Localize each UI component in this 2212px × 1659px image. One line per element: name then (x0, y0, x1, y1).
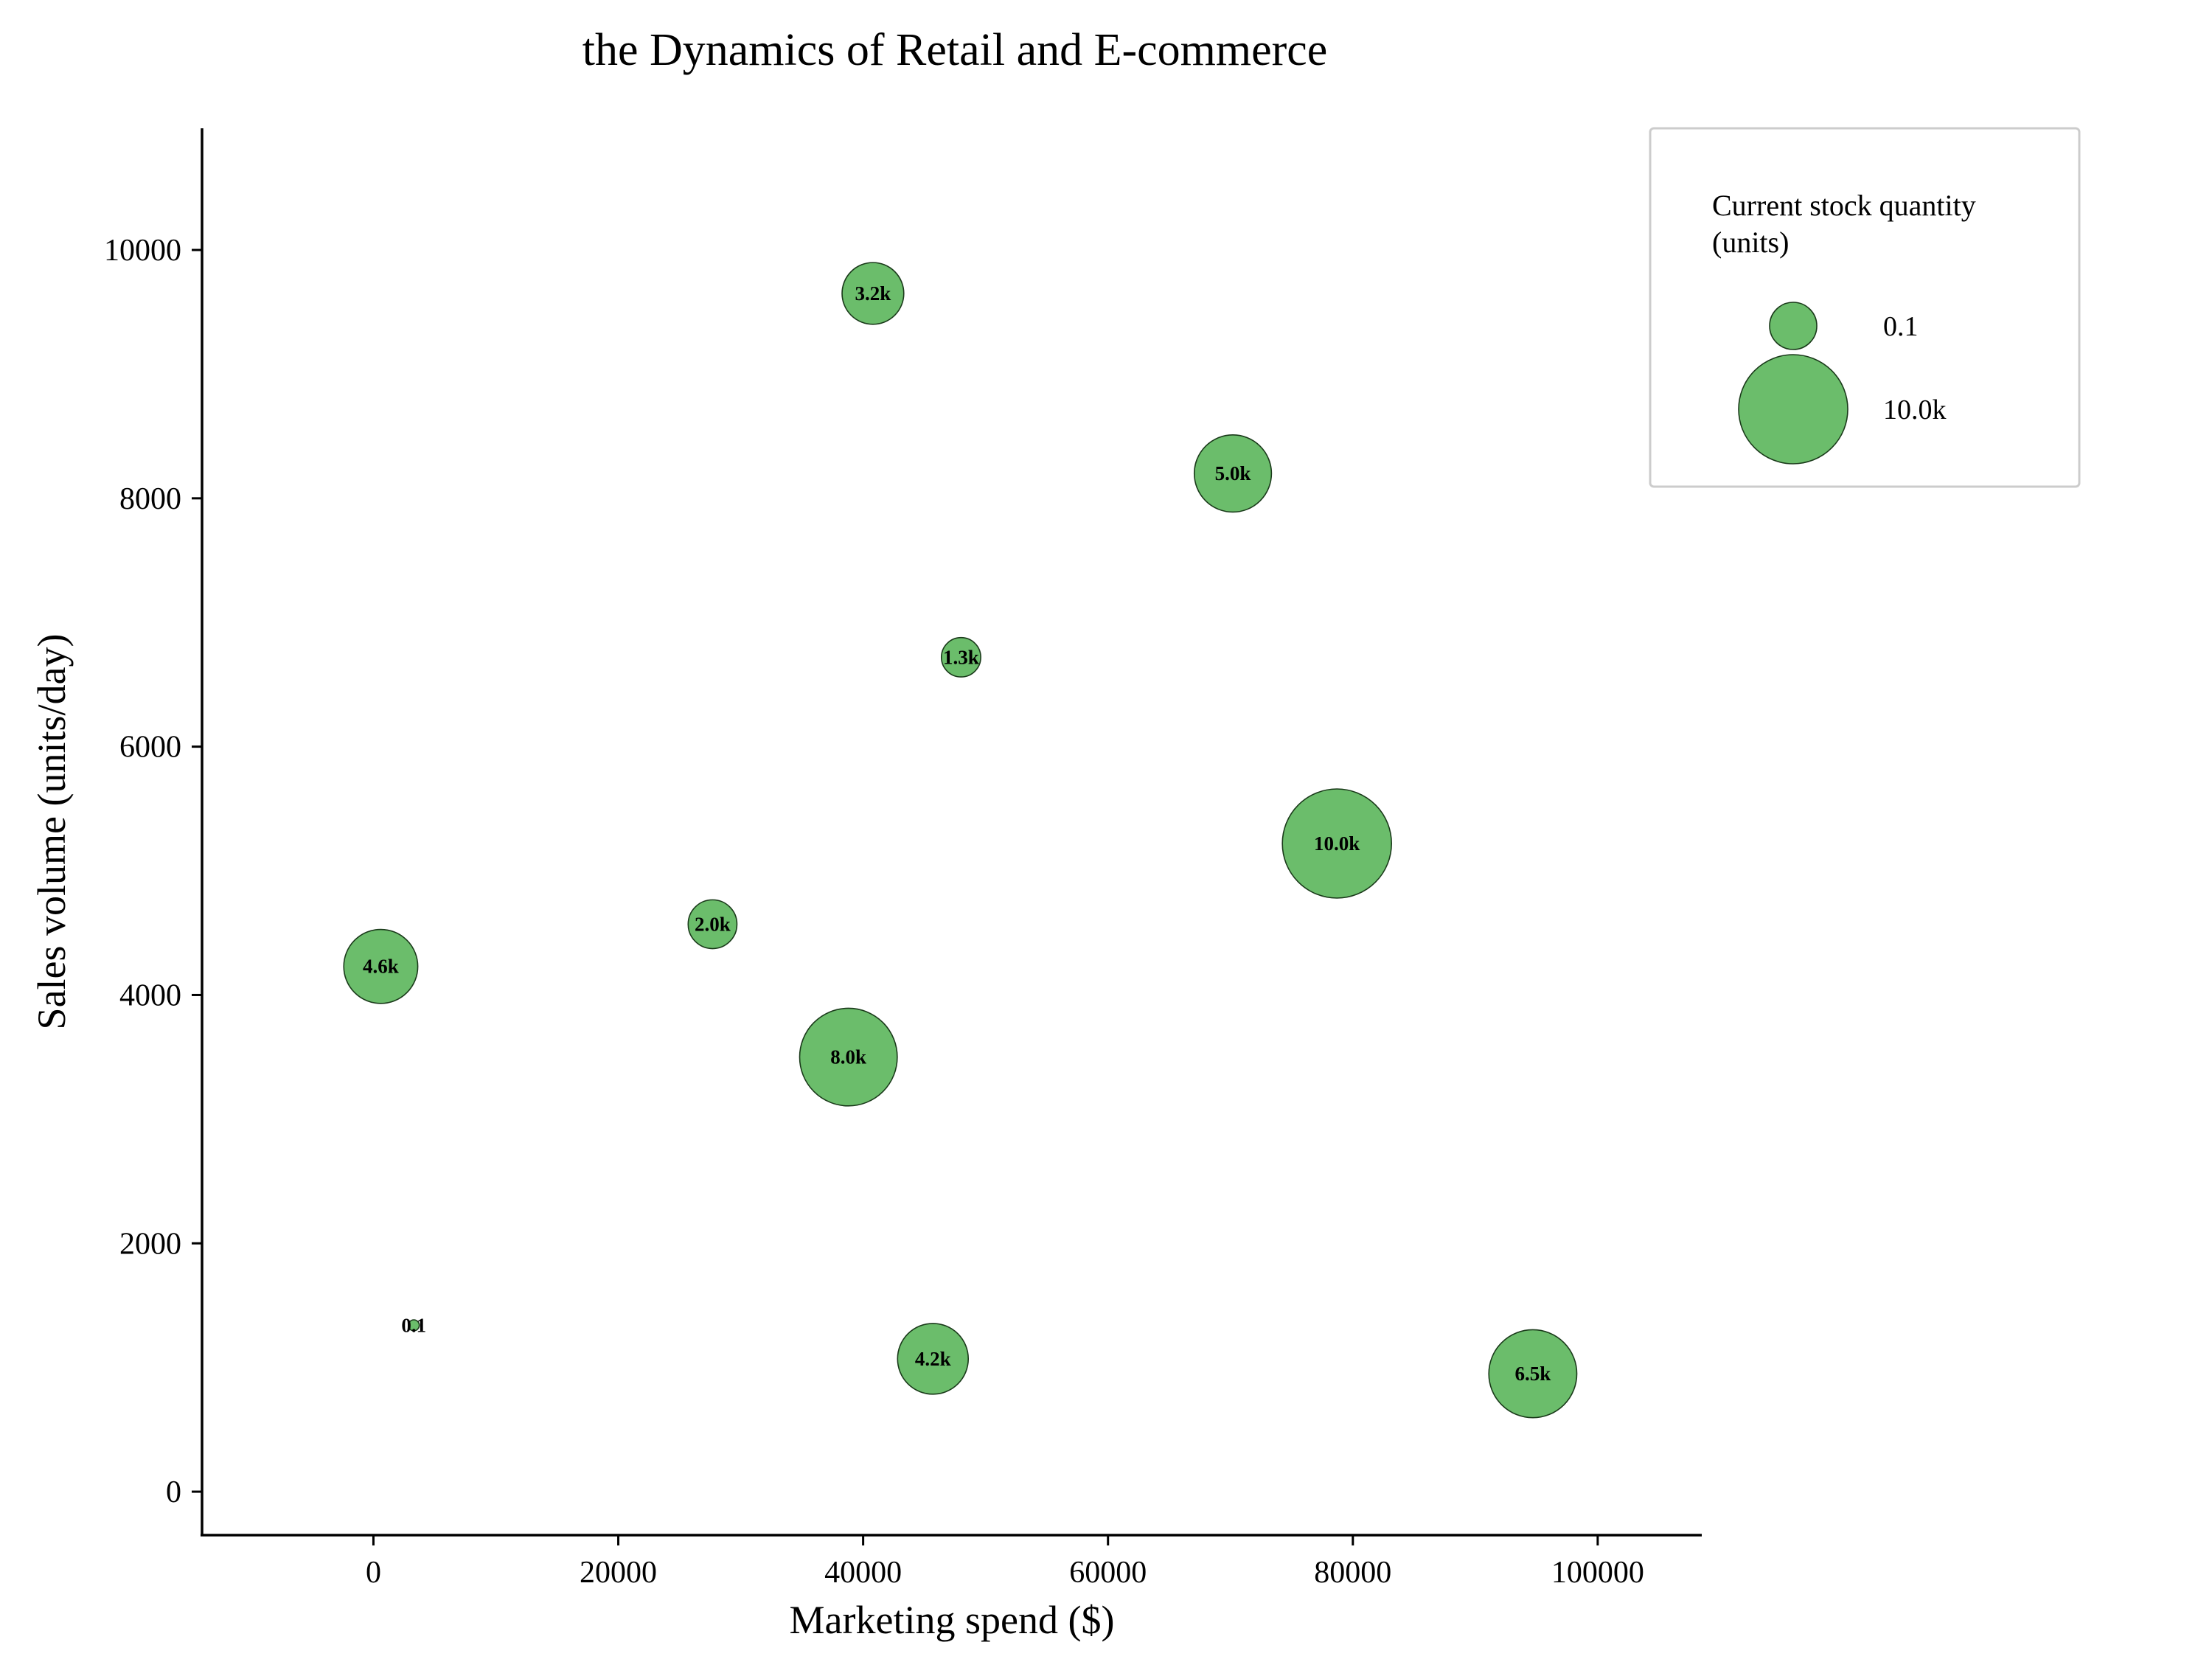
legend-title-line1: Current stock quantity (1712, 189, 1976, 222)
x-axis-label: Marketing spend ($) (790, 1598, 1115, 1642)
bubble-label: 4.2k (915, 1348, 951, 1370)
x-tick-label: 60000 (1069, 1556, 1147, 1590)
x-tick-label: 80000 (1314, 1556, 1391, 1590)
y-tick-label: 4000 (119, 978, 181, 1012)
bubble (687, 899, 738, 950)
bubble (940, 636, 981, 678)
bubble-label: 2.0k (695, 913, 731, 935)
legend-title-line2: (units) (1712, 226, 1789, 259)
bubble (408, 1319, 420, 1332)
x-tick-label: 20000 (580, 1556, 657, 1590)
y-axis-ticks: 0 2000 4000 6000 8000 10000 (104, 234, 202, 1509)
legend-entries: 0.1 10.0k (1738, 302, 1947, 465)
bubble (343, 928, 419, 1004)
y-tick-label: 6000 (119, 731, 181, 765)
bubble-label: 5.0k (1215, 462, 1251, 484)
x-tick-label: 100000 (1551, 1556, 1644, 1590)
bubble-label: 6.5k (1514, 1363, 1551, 1385)
bubble (841, 262, 905, 325)
y-tick-label: 2000 (119, 1227, 181, 1261)
y-tick-label: 8000 (119, 482, 181, 516)
bubble-label: 8.0k (830, 1046, 866, 1068)
bubble-label: 3.2k (855, 282, 891, 305)
bubble (897, 1323, 970, 1395)
x-axis-ticks: 0 20000 40000 60000 80000 100000 (366, 1535, 1644, 1590)
bubble (1193, 434, 1273, 513)
chart-title: the Dynamics of Retail and E-commerce (582, 25, 1328, 75)
y-axis-label: Sales volume (units/day) (29, 634, 74, 1030)
legend-entry-label: 0.1 (1883, 311, 1919, 342)
legend-bubble (1738, 354, 1848, 465)
legend-box (1649, 127, 2081, 488)
x-tick-label: 40000 (824, 1556, 902, 1590)
bubble-label: 1.3k (943, 646, 979, 668)
legend-entry-label: 10.0k (1883, 394, 1947, 425)
bubble (1488, 1329, 1578, 1419)
x-tick-label: 0 (366, 1556, 381, 1590)
bubble-label: 4.6k (363, 956, 399, 978)
bubble (799, 1007, 898, 1107)
bubble (1281, 788, 1392, 899)
bubbles-layer: 3.2k 5.0k 1.3k 10.0k 2.0k 4.6k 8.0k 0.1 4.2k 6.5k (343, 262, 1578, 1419)
legend-bubble (1769, 302, 1818, 350)
bubble-label: 10.0k (1314, 832, 1360, 855)
bubble-label: 0.1 (401, 1314, 426, 1336)
legend: Current stock quantity (units) 0.1 10.0k (1649, 127, 2081, 488)
y-tick-label: 0 (166, 1475, 181, 1509)
y-tick-label: 10000 (104, 234, 181, 268)
